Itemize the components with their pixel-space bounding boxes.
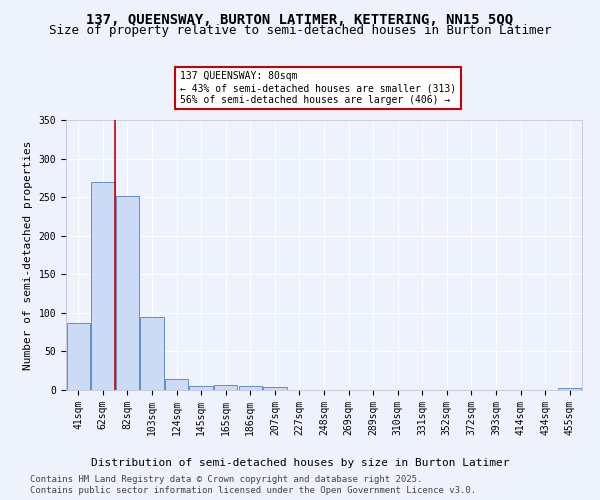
Bar — [140, 318, 164, 390]
Bar — [239, 386, 262, 390]
Bar — [165, 379, 188, 390]
Text: 137 QUEENSWAY: 80sqm
← 43% of semi-detached houses are smaller (313)
56% of semi: 137 QUEENSWAY: 80sqm ← 43% of semi-detac… — [179, 72, 455, 104]
Text: 137, QUEENSWAY, BURTON LATIMER, KETTERING, NN15 5QQ: 137, QUEENSWAY, BURTON LATIMER, KETTERIN… — [86, 12, 514, 26]
Bar — [214, 384, 238, 390]
Y-axis label: Number of semi-detached properties: Number of semi-detached properties — [23, 140, 33, 370]
Text: Contains public sector information licensed under the Open Government Licence v3: Contains public sector information licen… — [30, 486, 476, 495]
Text: Size of property relative to semi-detached houses in Burton Latimer: Size of property relative to semi-detach… — [49, 24, 551, 37]
Text: Distribution of semi-detached houses by size in Burton Latimer: Distribution of semi-detached houses by … — [91, 458, 509, 468]
Bar — [116, 196, 139, 390]
Bar — [263, 387, 287, 390]
Bar — [558, 388, 581, 390]
Bar — [67, 323, 90, 390]
Bar — [190, 386, 213, 390]
Text: Contains HM Land Registry data © Crown copyright and database right 2025.: Contains HM Land Registry data © Crown c… — [30, 475, 422, 484]
Bar — [91, 182, 115, 390]
